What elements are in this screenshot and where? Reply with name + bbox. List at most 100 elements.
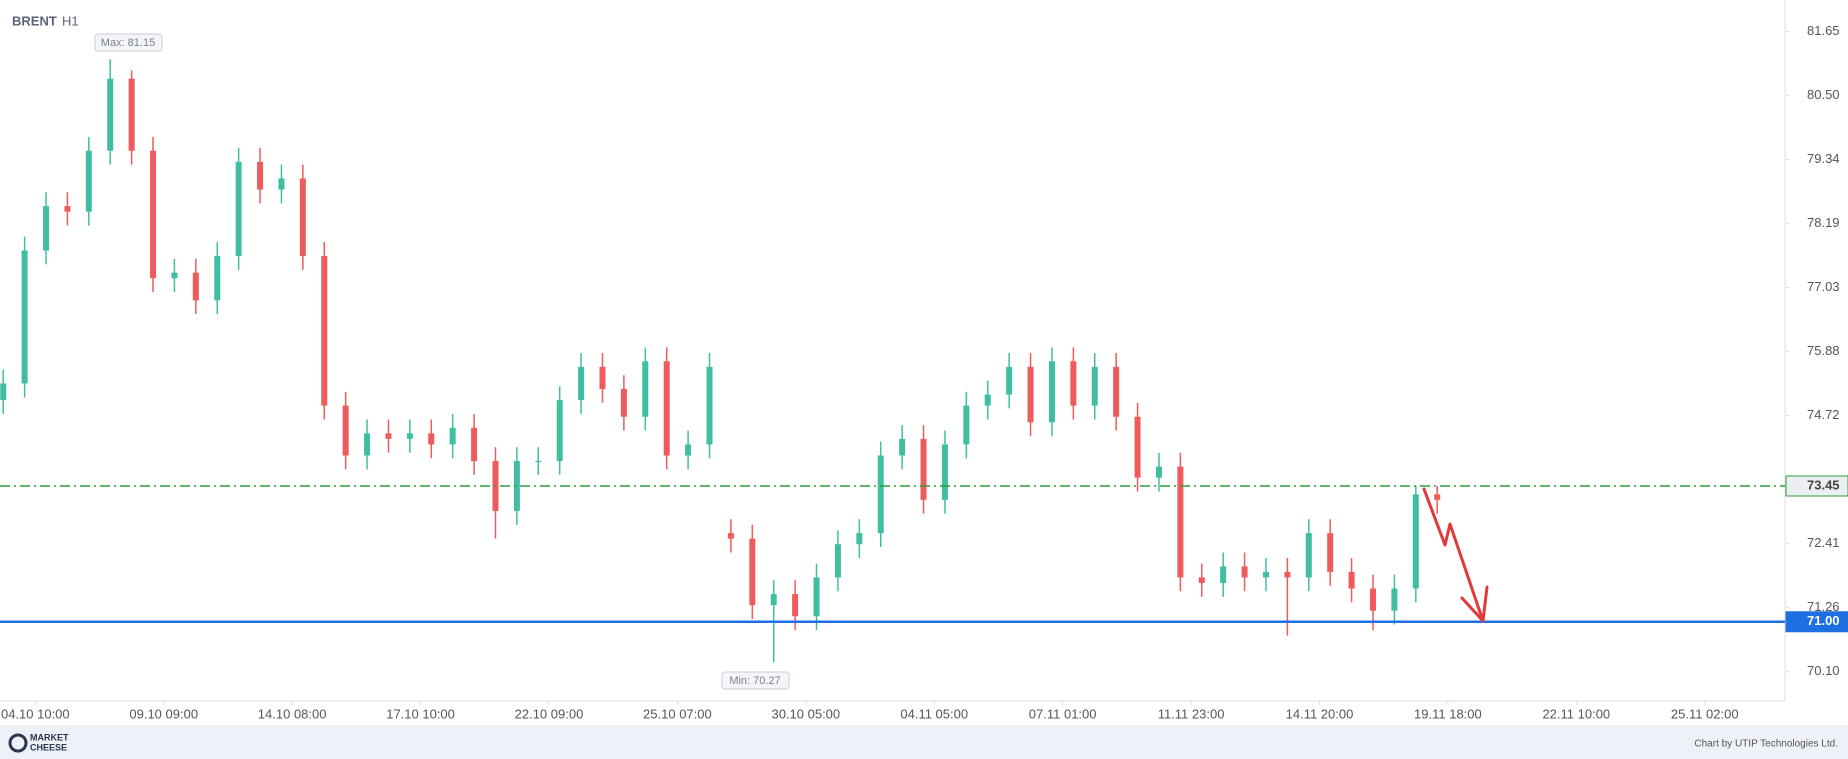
x-tick-label: 14.10 08:00 bbox=[258, 706, 327, 721]
candle-body bbox=[963, 405, 970, 445]
x-tick-label: 30.10 05:00 bbox=[771, 706, 840, 721]
candle-body bbox=[385, 433, 392, 439]
candle-body bbox=[599, 366, 606, 390]
y-tick-label: 78.19 bbox=[1807, 215, 1840, 230]
candle-body bbox=[984, 394, 991, 406]
x-tick-label: 14.11 20:00 bbox=[1286, 706, 1354, 721]
candle-body bbox=[556, 400, 563, 462]
candle-body bbox=[278, 178, 285, 190]
candle-body bbox=[299, 178, 306, 257]
x-tick-label: 17.10 10:00 bbox=[386, 706, 455, 721]
x-tick-label: 09.10 09:00 bbox=[129, 706, 198, 721]
candle-body bbox=[1412, 494, 1419, 589]
level-badge bbox=[1785, 475, 1848, 497]
candle-body bbox=[941, 444, 948, 500]
candle-body bbox=[1070, 361, 1077, 406]
x-tick-label: 04.11 05:00 bbox=[900, 706, 968, 721]
level-label: 71.00 bbox=[1807, 613, 1840, 628]
logo: MARKET CHEESE bbox=[8, 732, 69, 753]
candle-body bbox=[1391, 588, 1398, 611]
candle-body bbox=[257, 161, 264, 190]
candle-body bbox=[1113, 366, 1120, 417]
candle-body bbox=[877, 455, 884, 534]
candle-body bbox=[578, 366, 585, 401]
candle-body bbox=[428, 433, 435, 445]
candle-body bbox=[21, 250, 28, 384]
credit: Chart by UTIP Technologies Ltd. bbox=[1694, 739, 1838, 750]
candle-body bbox=[1134, 416, 1141, 478]
y-tick-label: 77.03 bbox=[1807, 279, 1840, 294]
chart-subtitle: H1 bbox=[62, 13, 79, 28]
x-tick-label: 19.11 18:00 bbox=[1414, 706, 1482, 721]
logo-top: MARKET bbox=[30, 732, 69, 742]
candle-body bbox=[1006, 366, 1013, 395]
candle-body bbox=[1327, 533, 1334, 572]
candle-body bbox=[1198, 577, 1205, 583]
candle-body bbox=[513, 461, 520, 511]
candle-body bbox=[171, 272, 178, 279]
x-tick-label: 25.11 02:00 bbox=[1671, 706, 1739, 721]
x-tick-label: 07.11 01:00 bbox=[1029, 706, 1097, 721]
candle-body bbox=[128, 78, 135, 151]
y-tick-label: 70.10 bbox=[1807, 663, 1840, 678]
candle-body bbox=[813, 577, 820, 617]
x-tick-label: 22.10 09:00 bbox=[515, 706, 584, 721]
candle-body bbox=[706, 366, 713, 445]
candle-body bbox=[43, 206, 50, 251]
candle-body bbox=[1241, 566, 1248, 578]
x-tick-label: 11.11 23:00 bbox=[1158, 706, 1225, 721]
candle-body bbox=[1434, 494, 1441, 500]
level-label: 73.45 bbox=[1807, 477, 1840, 492]
candle-body bbox=[0, 383, 7, 401]
footer-band bbox=[0, 725, 1848, 759]
candle-body bbox=[192, 272, 199, 301]
y-tick-label: 71.26 bbox=[1807, 599, 1840, 614]
max-annotation: Max: 81.15 bbox=[101, 37, 155, 49]
candle-body bbox=[1177, 466, 1184, 578]
candle-body bbox=[642, 361, 649, 417]
candle-body bbox=[214, 256, 221, 301]
candle-body bbox=[792, 594, 799, 617]
candle-body bbox=[235, 161, 242, 257]
candle-body bbox=[321, 256, 328, 406]
candle-body bbox=[685, 444, 692, 456]
candle-body bbox=[770, 594, 777, 606]
x-tick-label: 04.10 10:00 bbox=[1, 706, 70, 721]
candle-body bbox=[449, 427, 456, 445]
min-annotation: Min: 70.27 bbox=[729, 675, 780, 687]
forecast-arrow bbox=[1422, 487, 1489, 623]
candle-body bbox=[1027, 366, 1034, 423]
y-tick-label: 74.72 bbox=[1807, 407, 1840, 422]
candle-body bbox=[1284, 571, 1291, 578]
candle-body bbox=[1091, 366, 1098, 406]
chart-title: BRENT bbox=[12, 13, 57, 28]
candle-body bbox=[620, 389, 627, 417]
candle-body bbox=[1369, 588, 1376, 611]
min-badge bbox=[721, 671, 790, 690]
candle-body bbox=[1048, 361, 1055, 423]
candle-body bbox=[406, 433, 413, 439]
level-badge bbox=[1785, 611, 1848, 633]
candle-body bbox=[1348, 571, 1355, 589]
candle-body bbox=[85, 150, 92, 212]
y-tick-label: 72.41 bbox=[1807, 535, 1840, 550]
candle-body bbox=[342, 405, 349, 456]
candle-body bbox=[1155, 466, 1162, 478]
candle-body bbox=[150, 150, 157, 279]
candle-body bbox=[727, 533, 734, 539]
x-tick-label: 25.10 07:00 bbox=[643, 706, 712, 721]
candle-body bbox=[535, 461, 542, 463]
candle-body bbox=[1305, 533, 1312, 578]
candle-body bbox=[899, 438, 906, 456]
candle-body bbox=[1220, 566, 1227, 583]
candle-body bbox=[834, 544, 841, 578]
max-badge bbox=[94, 33, 163, 52]
candle-body bbox=[663, 361, 670, 456]
candle-body bbox=[749, 538, 756, 606]
candle-body bbox=[1262, 571, 1269, 578]
candle-body bbox=[364, 433, 371, 456]
x-tick-label: 22.11 10:00 bbox=[1542, 706, 1610, 721]
plot-area bbox=[0, 59, 1785, 663]
logo-bottom: CHEESE bbox=[30, 742, 67, 752]
